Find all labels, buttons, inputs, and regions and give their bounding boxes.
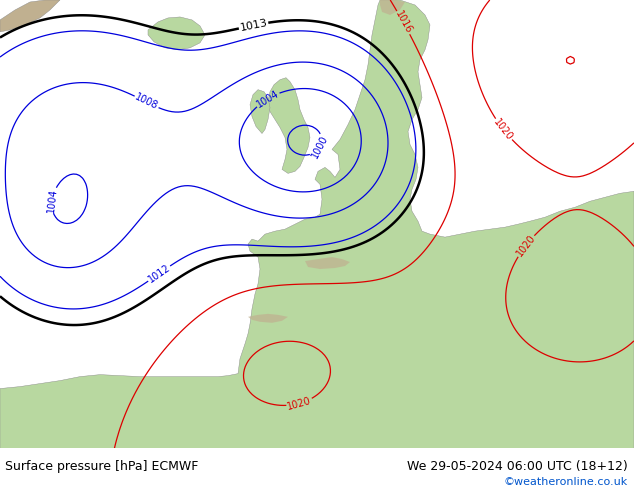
Text: 1008: 1008	[133, 92, 160, 112]
Text: 1020: 1020	[287, 395, 313, 412]
Text: 1013: 1013	[239, 18, 268, 33]
Text: 1004: 1004	[46, 188, 58, 213]
Polygon shape	[305, 257, 350, 269]
Polygon shape	[380, 0, 405, 15]
Polygon shape	[248, 314, 288, 323]
Text: ©weatheronline.co.uk: ©weatheronline.co.uk	[503, 477, 628, 487]
Text: 1016: 1016	[393, 9, 414, 36]
Text: 1012: 1012	[146, 263, 172, 285]
Polygon shape	[250, 90, 270, 133]
Polygon shape	[0, 0, 60, 32]
Polygon shape	[148, 17, 205, 50]
Text: Surface pressure [hPa] ECMWF: Surface pressure [hPa] ECMWF	[5, 460, 198, 473]
Text: 1020: 1020	[514, 233, 537, 259]
Text: 1004: 1004	[255, 88, 281, 110]
Text: 1020: 1020	[492, 117, 515, 142]
Polygon shape	[0, 0, 634, 448]
Polygon shape	[268, 78, 310, 173]
Text: 1000: 1000	[310, 133, 330, 160]
Text: We 29-05-2024 06:00 UTC (18+12): We 29-05-2024 06:00 UTC (18+12)	[407, 460, 628, 473]
